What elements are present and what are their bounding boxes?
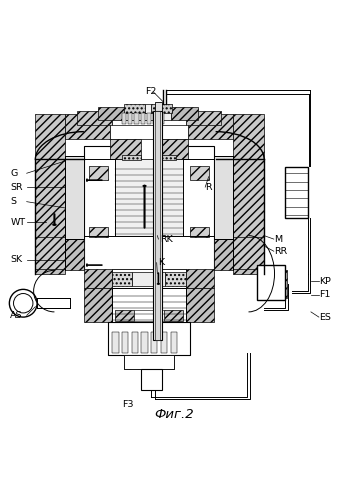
- Bar: [134, 113, 139, 124]
- Bar: [124, 355, 174, 369]
- Bar: [151, 332, 157, 353]
- Bar: [264, 270, 287, 298]
- Bar: [141, 332, 148, 353]
- Bar: [233, 114, 264, 159]
- Bar: [65, 239, 84, 270]
- Bar: [115, 159, 183, 236]
- Bar: [155, 102, 162, 111]
- Bar: [165, 322, 190, 355]
- Bar: [257, 265, 285, 300]
- Bar: [188, 114, 233, 139]
- Bar: [35, 159, 65, 239]
- Bar: [124, 104, 144, 113]
- Bar: [157, 155, 176, 160]
- Bar: [35, 238, 65, 270]
- Bar: [186, 268, 214, 287]
- Bar: [89, 166, 108, 180]
- Text: RR: RR: [275, 247, 288, 255]
- Text: S: S: [10, 197, 16, 206]
- Text: F1: F1: [319, 290, 331, 299]
- Bar: [35, 114, 65, 159]
- Bar: [110, 139, 141, 159]
- Bar: [141, 139, 157, 159]
- Bar: [110, 114, 188, 139]
- Bar: [77, 111, 112, 125]
- Bar: [132, 332, 138, 353]
- Text: SR: SR: [10, 183, 23, 192]
- Bar: [233, 238, 264, 270]
- Bar: [122, 155, 141, 160]
- Bar: [186, 287, 214, 322]
- Bar: [98, 107, 126, 120]
- Bar: [233, 159, 264, 239]
- Bar: [151, 104, 172, 113]
- Bar: [164, 310, 183, 320]
- Text: R: R: [205, 183, 212, 192]
- Bar: [108, 322, 132, 355]
- Bar: [165, 272, 186, 286]
- Bar: [65, 114, 110, 139]
- Text: F3: F3: [122, 400, 134, 409]
- Bar: [112, 268, 186, 287]
- Text: WT: WT: [10, 218, 25, 227]
- Bar: [112, 287, 186, 322]
- Bar: [84, 146, 214, 270]
- Text: ES: ES: [319, 312, 331, 321]
- Bar: [147, 113, 151, 124]
- Bar: [157, 139, 188, 159]
- Bar: [155, 111, 160, 340]
- Bar: [84, 268, 112, 287]
- Bar: [84, 287, 112, 322]
- Bar: [153, 111, 162, 340]
- Bar: [134, 310, 164, 320]
- Circle shape: [9, 289, 37, 317]
- Bar: [161, 332, 167, 353]
- Bar: [65, 156, 84, 239]
- Text: AS: AS: [10, 311, 23, 320]
- Bar: [112, 332, 119, 353]
- Bar: [214, 156, 233, 239]
- Bar: [122, 332, 128, 353]
- Bar: [190, 166, 209, 180]
- Bar: [186, 111, 221, 125]
- Text: K: K: [158, 258, 165, 267]
- Bar: [65, 156, 84, 239]
- Bar: [190, 227, 209, 238]
- Bar: [112, 272, 132, 286]
- Bar: [141, 113, 145, 124]
- Bar: [115, 310, 134, 320]
- Bar: [112, 111, 186, 125]
- Bar: [159, 113, 164, 124]
- Bar: [214, 156, 233, 239]
- Text: M: M: [275, 235, 283, 244]
- Bar: [35, 268, 65, 274]
- Bar: [144, 369, 158, 388]
- Bar: [171, 332, 177, 353]
- Bar: [285, 167, 308, 218]
- Text: F2: F2: [145, 87, 157, 96]
- Bar: [153, 113, 157, 124]
- Circle shape: [14, 293, 33, 313]
- Text: KP: KP: [319, 277, 331, 286]
- Bar: [37, 298, 70, 308]
- Bar: [141, 369, 162, 390]
- Text: SK: SK: [10, 255, 23, 264]
- Bar: [126, 107, 171, 120]
- Bar: [233, 268, 264, 274]
- Bar: [144, 104, 151, 113]
- Bar: [128, 113, 132, 124]
- Bar: [124, 355, 146, 369]
- Text: RK: RK: [160, 235, 173, 244]
- Text: Фиг.2: Фиг.2: [154, 408, 194, 421]
- Bar: [122, 113, 126, 124]
- Bar: [89, 227, 108, 238]
- Bar: [151, 355, 174, 369]
- Bar: [108, 322, 190, 355]
- Bar: [171, 107, 198, 120]
- Bar: [214, 239, 233, 270]
- Bar: [132, 272, 165, 286]
- Text: G: G: [10, 169, 18, 178]
